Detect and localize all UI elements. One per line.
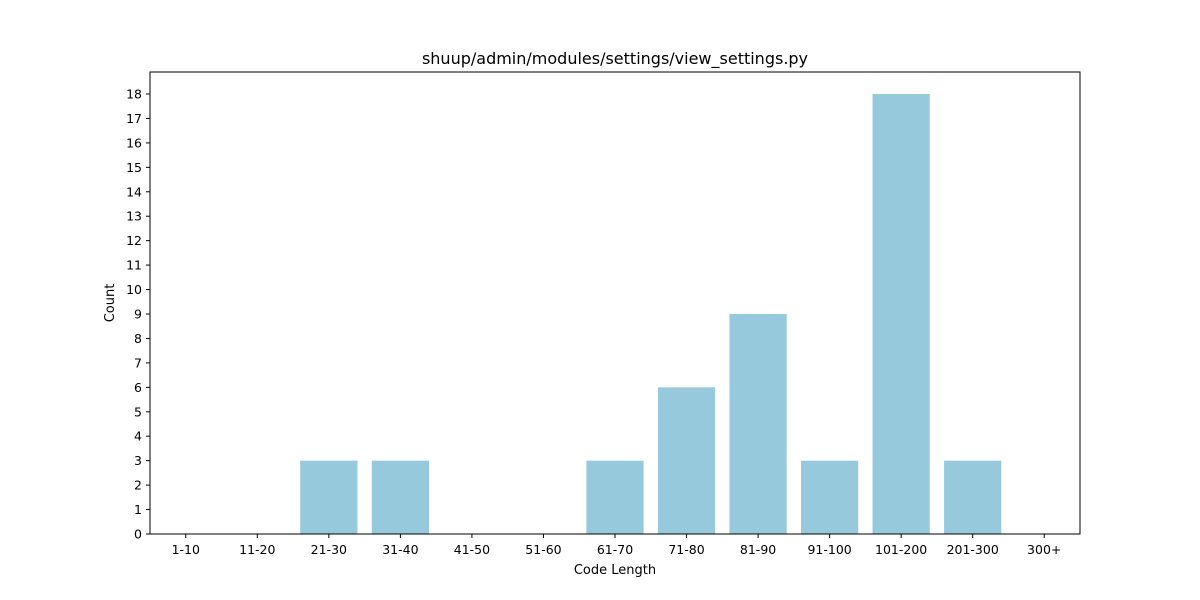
y-tick-label: 18 bbox=[126, 87, 142, 102]
x-tick-label: 101-200 bbox=[875, 542, 927, 557]
x-tick-label: 1-10 bbox=[172, 542, 200, 557]
y-tick-label: 6 bbox=[134, 380, 142, 395]
x-tick-label: 41-50 bbox=[454, 542, 490, 557]
y-axis-label: Count bbox=[103, 284, 118, 323]
x-tick-label: 61-70 bbox=[597, 542, 633, 557]
bar-21-30 bbox=[300, 460, 358, 534]
y-tick-label: 4 bbox=[134, 429, 142, 444]
y-tick-label: 12 bbox=[126, 233, 142, 248]
y-tick-label: 3 bbox=[134, 453, 142, 468]
y-tick-label: 5 bbox=[134, 404, 142, 419]
y-tick-label: 2 bbox=[134, 478, 142, 493]
y-tick-label: 13 bbox=[126, 209, 142, 224]
y-tick-label: 10 bbox=[126, 282, 142, 297]
y-tick-label: 15 bbox=[126, 160, 142, 175]
bar-71-80 bbox=[657, 387, 716, 534]
chart-title: shuup/admin/modules/settings/view_settin… bbox=[422, 49, 808, 69]
bar-91-100 bbox=[801, 460, 859, 534]
y-tick-label: 16 bbox=[126, 135, 142, 150]
x-tick-label: 300+ bbox=[1027, 542, 1061, 557]
x-tick-label: 21-30 bbox=[311, 542, 347, 557]
y-tick-label: 1 bbox=[134, 502, 142, 517]
y-tick-label: 7 bbox=[134, 355, 142, 370]
y-tick-label: 0 bbox=[134, 527, 142, 542]
y-tick-label: 11 bbox=[126, 258, 142, 273]
x-axis: 1-10 11-20 21-30 31-40 41-50 51-60 61-70 71-80 8… bbox=[172, 534, 1061, 557]
x-tick-label: 11-20 bbox=[239, 542, 275, 557]
x-axis-label: Code Length bbox=[574, 563, 656, 578]
x-tick-label: 81-90 bbox=[740, 542, 776, 557]
bar-201-300 bbox=[944, 460, 1002, 534]
y-tick-label: 17 bbox=[126, 111, 142, 126]
bar-81-90 bbox=[729, 314, 787, 534]
x-tick-label: 91-100 bbox=[807, 542, 851, 557]
x-tick-label: 31-40 bbox=[382, 542, 418, 557]
x-tick-label: 201-300 bbox=[947, 542, 999, 557]
x-tick-label: 71-80 bbox=[668, 542, 704, 557]
y-tick-label: 8 bbox=[134, 331, 142, 346]
x-tick-label: 51-60 bbox=[525, 542, 561, 557]
bar-61-70 bbox=[586, 460, 644, 534]
y-tick-label: 9 bbox=[134, 307, 142, 322]
y-tick-label: 14 bbox=[126, 184, 142, 199]
bar-31-40 bbox=[371, 460, 429, 534]
bars-group bbox=[300, 94, 1002, 534]
bar-101-200 bbox=[872, 94, 930, 534]
